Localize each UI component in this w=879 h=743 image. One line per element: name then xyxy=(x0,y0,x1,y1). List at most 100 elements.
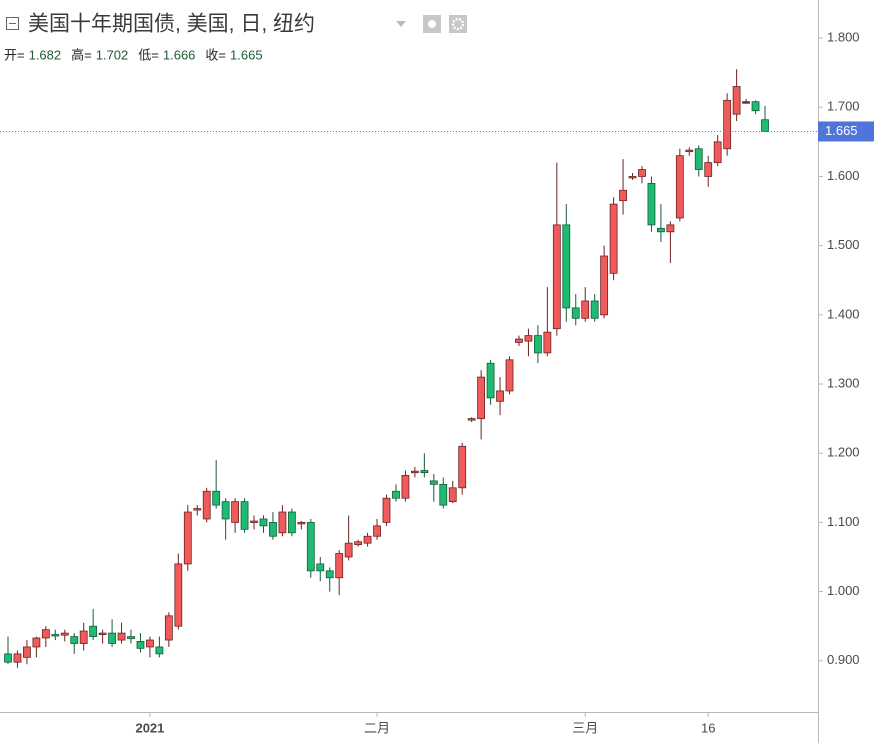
candle-body xyxy=(638,169,646,177)
candle-body xyxy=(552,224,561,330)
candle-body xyxy=(221,501,230,520)
eye-pupil xyxy=(428,20,436,28)
legend-value: 1.702 xyxy=(96,47,129,62)
candle-body xyxy=(723,99,732,150)
candle-body xyxy=(41,629,50,639)
legend-label: 开= xyxy=(4,47,25,62)
y-tick-label: 1.800 xyxy=(827,29,860,44)
gear xyxy=(451,17,465,31)
candle-body xyxy=(448,487,457,503)
candle-body xyxy=(164,615,173,641)
legend-label: 高= xyxy=(71,47,92,62)
candle-body xyxy=(704,162,713,177)
x-tick-label: 2021 xyxy=(135,720,164,735)
candle-body xyxy=(287,511,296,534)
candle-body xyxy=(467,418,476,421)
candle-body xyxy=(269,522,277,537)
chart-title: 美国十年期国债, 美国, 日, 纽约 xyxy=(28,13,315,36)
y-tick-label: 1.700 xyxy=(827,99,860,114)
y-tick-label: 1.300 xyxy=(827,375,860,390)
candle-body xyxy=(79,630,88,644)
candle-body xyxy=(401,474,410,499)
candle-body xyxy=(297,522,306,525)
candle-body xyxy=(420,470,429,473)
y-tick-label: 1.200 xyxy=(827,445,860,460)
candle-body xyxy=(600,255,609,316)
candle-body xyxy=(373,525,381,537)
dropdown-arrow[interactable] xyxy=(396,21,406,27)
settings-icon[interactable] xyxy=(449,15,467,33)
candle-body xyxy=(609,203,618,274)
candle-body xyxy=(13,653,22,663)
candle-body xyxy=(363,535,372,544)
candle-body xyxy=(439,483,448,506)
candle-body xyxy=(505,359,514,392)
candle-body xyxy=(136,641,145,649)
candle-body xyxy=(685,149,694,153)
candle-body xyxy=(344,542,353,558)
candle-body xyxy=(619,189,627,202)
candle-body xyxy=(486,362,495,399)
candle-body xyxy=(155,646,164,655)
y-tick-label: 1.000 xyxy=(827,583,860,598)
candle-body xyxy=(89,625,98,637)
candle-body xyxy=(32,637,41,648)
candle-body xyxy=(571,307,580,319)
candle-body xyxy=(410,470,419,474)
candle-body xyxy=(675,155,684,219)
collapse-icon[interactable] xyxy=(6,17,19,30)
candle-body xyxy=(278,511,287,534)
candle-body xyxy=(666,224,675,233)
candle-body xyxy=(202,490,211,520)
collapse-box[interactable] xyxy=(6,17,19,30)
candle-body xyxy=(477,376,486,420)
legend-label: 收= xyxy=(205,47,226,62)
y-tick-label: 1.400 xyxy=(827,306,860,321)
legend-label: 低= xyxy=(138,47,159,62)
candle-body xyxy=(259,518,268,527)
candle-body xyxy=(70,636,79,644)
candle-body xyxy=(657,227,665,233)
candle-body xyxy=(515,338,523,343)
candle-body xyxy=(354,541,363,545)
last-price-label: 1.665 xyxy=(825,123,858,138)
candle-body xyxy=(174,563,183,627)
candle-body xyxy=(392,490,400,499)
x-tick-label: 三月 xyxy=(572,720,598,735)
x-tick-label: 二月 xyxy=(364,720,390,735)
y-tick-label: 0.900 xyxy=(827,652,860,667)
candle-body xyxy=(240,501,249,530)
candle-body xyxy=(732,86,741,115)
candle-body xyxy=(713,141,722,164)
legend-value: 1.665 xyxy=(230,47,263,62)
candle-body xyxy=(108,632,116,644)
candle-body xyxy=(325,570,334,579)
candle-body xyxy=(581,300,590,319)
candle-body xyxy=(231,501,240,523)
x-tick-label: 16 xyxy=(701,720,715,735)
candle-body xyxy=(51,634,60,637)
legend-value: 1.666 xyxy=(163,47,196,62)
candle-body xyxy=(4,653,12,663)
candle-body xyxy=(647,182,656,226)
candle-body xyxy=(117,632,126,641)
candle-body xyxy=(60,632,69,636)
candle-body xyxy=(429,480,438,485)
candle-body xyxy=(543,331,552,354)
y-tick-label: 1.100 xyxy=(827,514,860,529)
candle-body xyxy=(98,632,107,636)
y-tick-label: 1.600 xyxy=(827,168,860,183)
candle-body xyxy=(127,636,135,640)
candle-body xyxy=(534,335,542,354)
candle-body xyxy=(382,497,391,523)
candle-body xyxy=(742,101,750,104)
y-tick-label: 1.500 xyxy=(827,237,860,252)
candle-body xyxy=(694,148,703,170)
candle-body xyxy=(212,490,221,506)
ohlc-legend: 开= 1.682 高= 1.702 低= 1.666 收= 1.665 xyxy=(4,47,263,62)
legend-value: 1.682 xyxy=(29,47,62,62)
candle-body xyxy=(250,520,258,523)
candle-body xyxy=(306,522,315,572)
